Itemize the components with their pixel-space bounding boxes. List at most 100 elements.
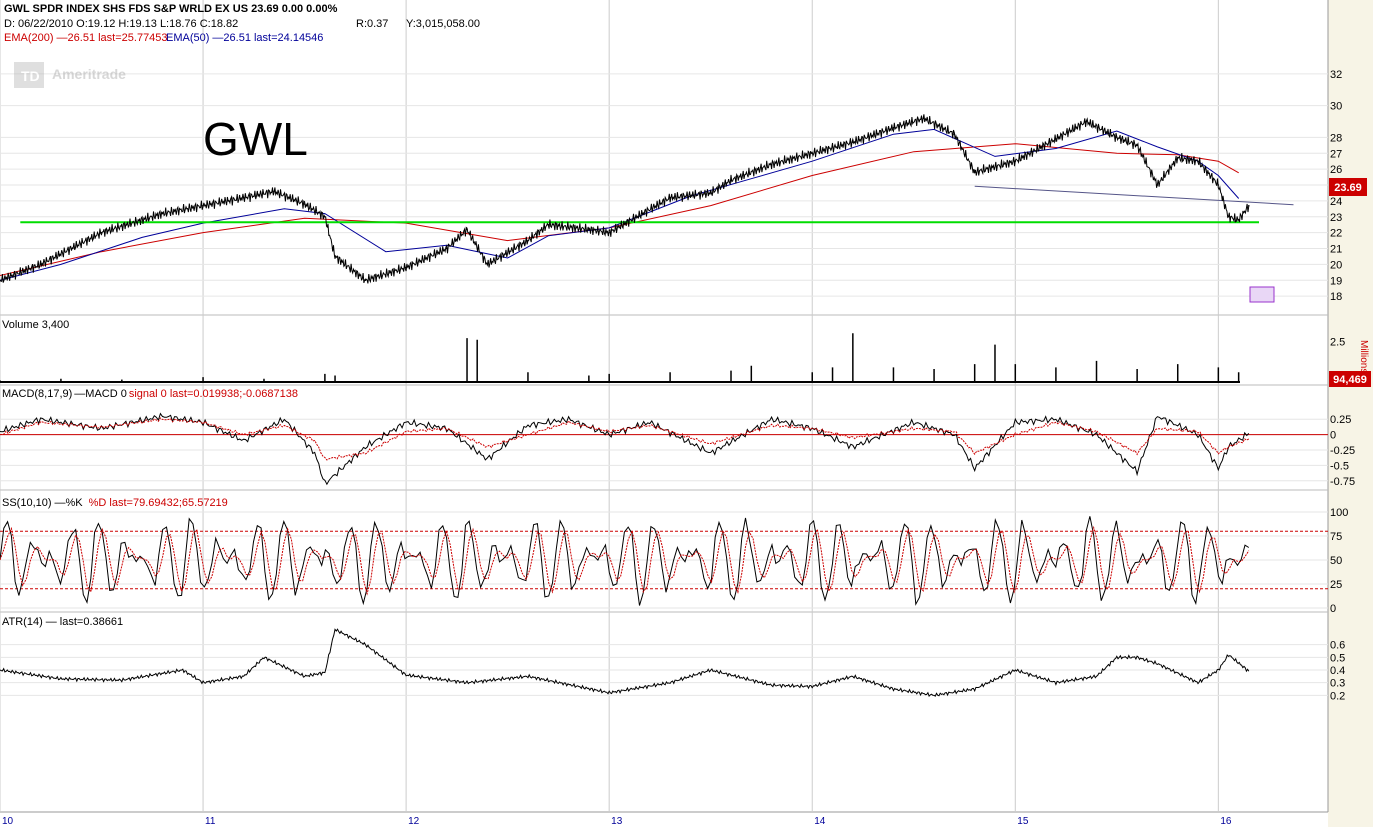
price-y-tick-label: 22 <box>1330 228 1342 240</box>
volume-bar[interactable] <box>973 364 976 382</box>
volume-bar[interactable] <box>994 344 996 382</box>
price-point[interactable] <box>0 279 1 282</box>
volume-bar[interactable] <box>1237 372 1240 382</box>
macd-y-tick-label: -0.25 <box>1330 445 1355 457</box>
price-point[interactable] <box>1116 136 1118 139</box>
price-point[interactable] <box>547 223 550 226</box>
price-point[interactable] <box>973 171 976 174</box>
last-volume-tag <box>1329 371 1371 387</box>
volume-bar[interactable] <box>466 338 468 382</box>
stochastic-panel[interactable] <box>0 516 1328 606</box>
volume-bar[interactable] <box>60 378 62 382</box>
volume-bar[interactable] <box>527 372 529 382</box>
price-point[interactable] <box>527 239 529 242</box>
price-point[interactable] <box>669 196 671 199</box>
series-ema-200--line[interactable] <box>0 143 1239 276</box>
stochastic-d-line[interactable] <box>0 525 1250 596</box>
macd-line[interactable] <box>0 412 1250 486</box>
volume-bar[interactable] <box>669 372 671 382</box>
price-point[interactable] <box>770 163 773 166</box>
price-point[interactable] <box>1248 204 1250 207</box>
series-ema-50--line[interactable] <box>0 128 1240 281</box>
price-point[interactable] <box>923 117 925 120</box>
ema50-legend-value: —26.51 last=24.14546 <box>212 32 323 44</box>
price-point[interactable] <box>273 190 275 193</box>
volume-bar[interactable] <box>608 373 610 382</box>
price-point[interactable] <box>1136 144 1138 147</box>
volume-bar[interactable] <box>892 367 895 382</box>
price-line[interactable] <box>0 114 1250 284</box>
price-point[interactable] <box>1227 215 1230 218</box>
price-point[interactable] <box>1014 160 1017 162</box>
volume-panel[interactable] <box>0 333 1240 383</box>
price-point[interactable] <box>1217 184 1220 186</box>
macd-signal-line[interactable] <box>0 417 1250 461</box>
volume-bar[interactable] <box>1217 367 1220 382</box>
price-point[interactable] <box>709 192 712 194</box>
price-point[interactable] <box>202 204 204 207</box>
price-point[interactable] <box>892 127 895 129</box>
volume-bar[interactable] <box>852 333 854 382</box>
x-tick-label: 10 <box>2 816 14 827</box>
volume-bar[interactable] <box>1014 364 1017 382</box>
volume-bar[interactable] <box>1176 364 1179 382</box>
price-point[interactable] <box>811 152 814 155</box>
price-panel[interactable] <box>0 114 1294 284</box>
ema200-legend: EMA(200) —26.51 last=25.77453 <box>4 32 168 44</box>
y-readout: Y:3,015,058.00 <box>406 18 480 30</box>
price-point[interactable] <box>1055 138 1057 140</box>
volume-bar[interactable] <box>1095 360 1098 382</box>
price-y-tick-label: 19 <box>1330 275 1342 287</box>
stochastic-y-tick-label: 0 <box>1330 603 1336 615</box>
price-point[interactable] <box>1156 184 1159 186</box>
price-point[interactable] <box>161 212 164 215</box>
price-y-tick-label: 21 <box>1330 244 1342 256</box>
price-point[interactable] <box>1176 157 1179 159</box>
volume-bar[interactable] <box>476 339 478 382</box>
selection-marker[interactable] <box>1249 286 1275 303</box>
macd-panel[interactable] <box>0 412 1328 486</box>
ema50-legend: EMA(50) —26.51 last=24.14546 <box>166 32 323 44</box>
stochastic-legend: SS(10,10) —%K %D last=79.69432;65.57219 <box>2 497 228 509</box>
volume-bar[interactable] <box>730 370 732 382</box>
price-point[interactable] <box>39 263 42 266</box>
volume-bar[interactable] <box>1055 367 1057 382</box>
volume-bar[interactable] <box>121 379 123 382</box>
price-point[interactable] <box>324 215 326 218</box>
price-point[interactable] <box>1197 160 1199 162</box>
price-point[interactable] <box>242 196 245 199</box>
volume-bar[interactable] <box>324 373 326 382</box>
price-point[interactable] <box>100 231 103 234</box>
atr-y-tick-label: 0.4 <box>1330 665 1345 677</box>
volume-bar[interactable] <box>202 377 204 382</box>
price-point[interactable] <box>588 228 590 231</box>
price-point[interactable] <box>466 228 468 231</box>
volume-bar[interactable] <box>750 365 753 382</box>
volume-bar[interactable] <box>811 372 813 382</box>
price-point[interactable] <box>1085 120 1088 123</box>
atr-line[interactable] <box>0 628 1250 698</box>
price-point[interactable] <box>364 279 367 282</box>
volume-bar[interactable] <box>263 378 265 382</box>
volume-bar[interactable] <box>1136 369 1138 382</box>
volume-bar[interactable] <box>831 367 834 382</box>
x-tick-label: 11 <box>205 816 216 827</box>
price-point[interactable] <box>486 263 489 266</box>
price-point[interactable] <box>405 266 407 269</box>
volume-bar[interactable] <box>334 375 336 383</box>
price-point[interactable] <box>852 141 854 143</box>
price-point[interactable] <box>730 179 732 182</box>
series-trendline-line[interactable] <box>974 185 1294 206</box>
atr-panel[interactable] <box>0 628 1250 698</box>
price-point[interactable] <box>303 203 306 205</box>
volume-bar[interactable] <box>0 380 1 382</box>
price-point[interactable] <box>334 255 336 258</box>
price-point[interactable] <box>953 133 956 135</box>
price-point[interactable] <box>608 231 610 234</box>
volume-bar[interactable] <box>933 369 935 382</box>
price-point[interactable] <box>1237 219 1240 221</box>
stochastic-k-line[interactable] <box>0 516 1250 606</box>
volume-bar[interactable] <box>588 375 590 383</box>
price-point[interactable] <box>445 247 448 250</box>
